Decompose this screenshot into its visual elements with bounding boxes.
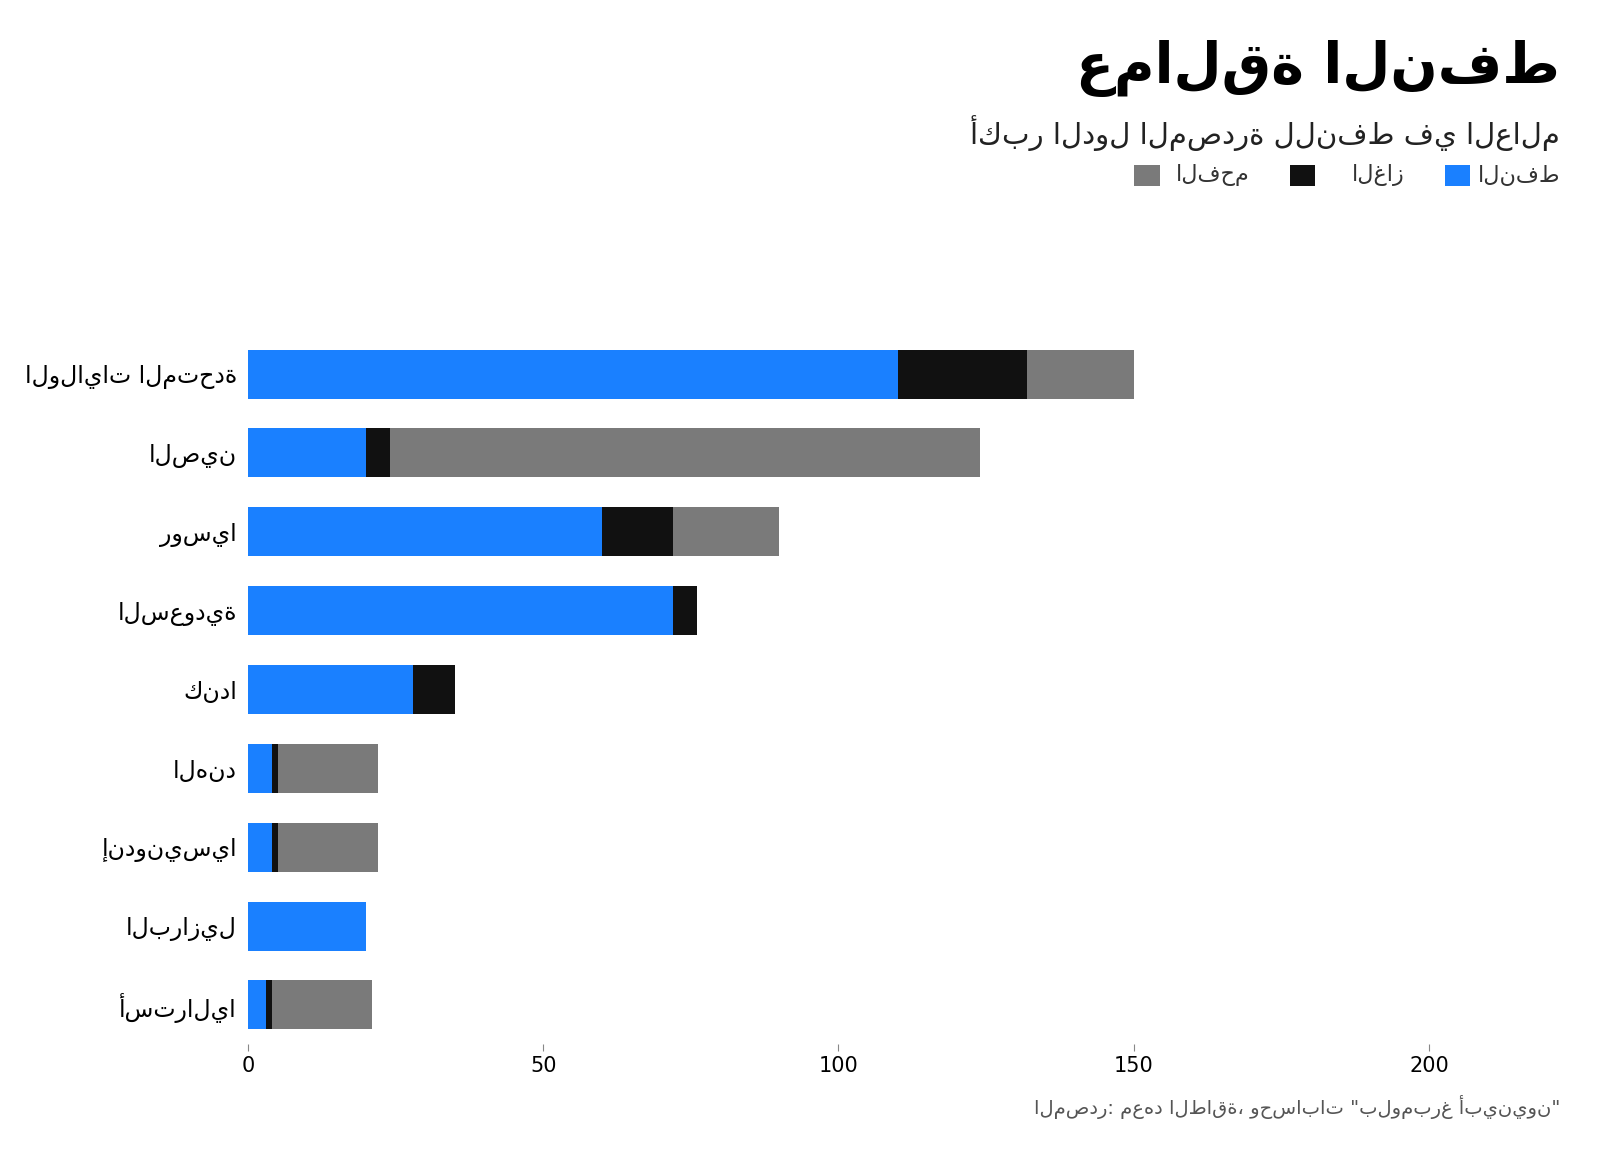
Bar <box>277 744 378 793</box>
Text: أكبر الدول المصدرة للنفط في العالم: أكبر الدول المصدرة للنفط في العالم <box>970 115 1560 151</box>
Text: المصدر: معهد الطاقة، وحسابات "بلومبرغ أبينيون": المصدر: معهد الطاقة، وحسابات "بلومبرغ أب… <box>1034 1095 1560 1119</box>
Bar <box>390 428 981 478</box>
Bar <box>248 823 272 871</box>
Bar <box>366 428 390 478</box>
Bar <box>248 981 266 1029</box>
Bar <box>248 350 898 398</box>
Text: عمالقة النفط: عمالقة النفط <box>1077 40 1560 97</box>
Bar <box>248 428 366 478</box>
Bar <box>248 901 366 951</box>
Bar <box>266 981 272 1029</box>
Bar <box>248 508 602 556</box>
Bar <box>277 823 378 871</box>
Bar <box>248 744 272 793</box>
Bar <box>898 350 1027 398</box>
Bar <box>272 981 371 1029</box>
Bar <box>674 586 696 635</box>
Bar <box>272 823 277 871</box>
Bar <box>413 665 454 714</box>
Bar <box>248 665 413 714</box>
Bar <box>1027 350 1134 398</box>
Bar <box>602 508 674 556</box>
Bar <box>674 508 779 556</box>
Bar <box>272 744 277 793</box>
Text: الفحم: الفحم <box>1176 164 1250 187</box>
Text: الغاز: الغاز <box>1352 164 1405 187</box>
Bar <box>248 586 674 635</box>
Text: النفط: النفط <box>1477 165 1560 186</box>
